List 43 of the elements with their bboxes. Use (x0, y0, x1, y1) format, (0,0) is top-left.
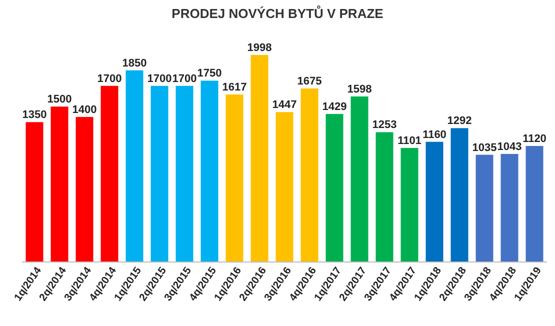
data-label: 1500 (47, 94, 72, 106)
data-label: 1400 (72, 104, 97, 116)
bar (476, 154, 494, 262)
bar (450, 128, 468, 262)
data-label: 1101 (398, 134, 422, 147)
data-label: 1429 (322, 100, 347, 113)
data-label: 1120 (522, 132, 546, 145)
bar (126, 70, 144, 262)
data-label: 1700 (97, 72, 122, 85)
bar (250, 55, 268, 262)
data-label: 1447 (272, 99, 297, 112)
chart-title: PRODEJ NOVÝCH BYTŮ V PRAZE (172, 5, 384, 21)
data-label: 1850 (122, 57, 147, 70)
bar (26, 122, 44, 262)
bar (350, 96, 368, 262)
bar (226, 94, 244, 262)
data-label: 1253 (372, 119, 397, 132)
data-label: 1043 (497, 140, 522, 153)
data-label: 1598 (347, 83, 372, 96)
bar (150, 86, 168, 262)
data-label: 1998 (247, 42, 272, 54)
data-label: 1700 (147, 72, 172, 85)
bar (76, 116, 94, 262)
bar (426, 142, 444, 262)
bar (500, 154, 518, 262)
bar (376, 132, 394, 262)
data-label: 1675 (297, 75, 322, 88)
bar (326, 114, 344, 262)
data-label: 1700 (172, 72, 197, 85)
data-label: 1292 (447, 115, 472, 128)
bar (276, 112, 294, 262)
data-label: 1617 (222, 81, 247, 94)
bar (526, 146, 544, 262)
bar (100, 86, 118, 262)
bar (50, 106, 68, 262)
bar (300, 88, 318, 262)
bar (200, 80, 218, 262)
bar (400, 148, 418, 262)
data-label: 1750 (197, 68, 222, 80)
data-label: 1350 (22, 109, 47, 122)
data-label: 1035 (472, 142, 497, 154)
data-label: 1160 (422, 128, 446, 141)
bar (176, 86, 194, 262)
